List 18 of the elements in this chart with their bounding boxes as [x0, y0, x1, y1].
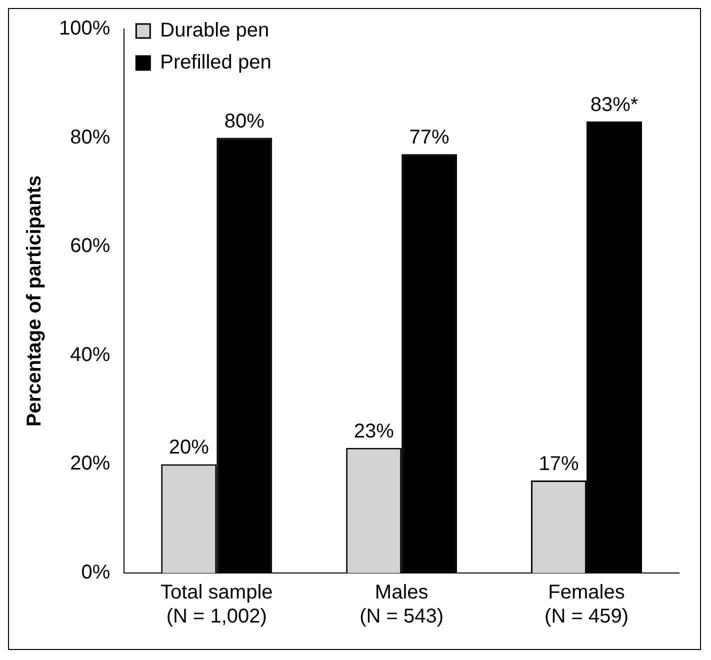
data-label: 20% — [168, 436, 210, 459]
x-tick-label: Females (N = 459) — [544, 582, 628, 628]
data-label: 17% — [538, 453, 580, 476]
data-label: 77% — [409, 126, 450, 149]
data-label: 80% — [224, 110, 265, 132]
y-tick-label: 60% — [70, 235, 110, 258]
y-tick-label: 20% — [70, 452, 110, 475]
y-tick-label: 80% — [70, 126, 110, 148]
y-tick-label: 0% — [81, 562, 110, 584]
legend-label: Prefilled pen — [160, 52, 272, 74]
y-tick-label: 100% — [58, 18, 110, 40]
y-axis-title: Percentage of participants — [24, 175, 46, 427]
x-tick-label: Total sample (N = 1,002) — [160, 582, 273, 628]
data-label: 23% — [354, 420, 394, 442]
legend-label: Durable pen — [160, 20, 270, 42]
y-tick-label: 40% — [70, 344, 110, 366]
x-tick-label: Males (N = 543) — [360, 582, 444, 628]
data-label: 83%* — [590, 94, 638, 116]
